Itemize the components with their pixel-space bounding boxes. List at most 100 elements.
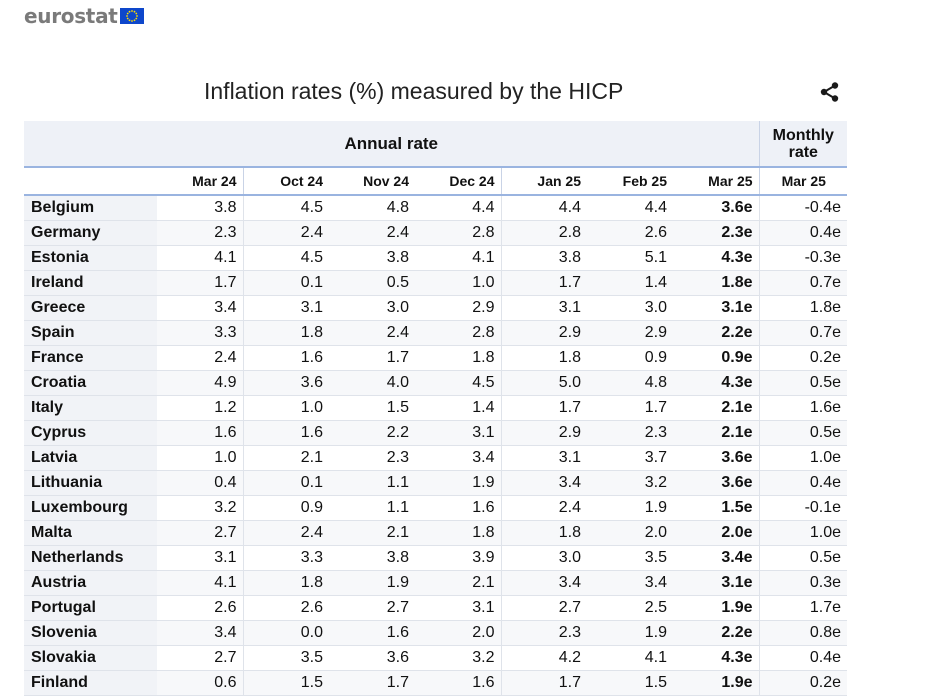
table-row: Austria 4.1 1.8 1.9 2.1 3.4 3.4 3.1e 0.3e [24, 570, 848, 596]
annual-rate-cell: 1.9 [587, 495, 673, 521]
annual-rate-cell: 2.4 [500, 495, 587, 521]
country-cell: Slovenia [24, 620, 157, 646]
annual-rate-cell: 2.6 [587, 220, 673, 246]
annual-rate-cell: 1.6 [242, 420, 329, 446]
annual-rate-cell: 1.7 [500, 270, 587, 296]
annual-rate-latest-cell: 3.4e [673, 545, 760, 571]
annual-rate-latest-cell: 3.6e [673, 445, 760, 471]
monthly-rate-cell: 1.0e [758, 445, 848, 471]
annual-rate-cell: 3.4 [500, 470, 587, 496]
annual-rate-cell: 3.0 [500, 545, 587, 571]
annual-rate-cell: 2.4 [242, 220, 329, 246]
annual-rate-cell: 3.2 [157, 495, 243, 521]
annual-rate-cell: 1.2 [157, 395, 243, 421]
annual-rate-cell: 2.6 [242, 595, 329, 621]
table-row: Malta 2.7 2.4 2.1 1.8 1.8 2.0 2.0e 1.0e [24, 520, 848, 546]
column-header: Jan 25 [500, 167, 587, 196]
annual-rate-cell: 4.1 [587, 645, 673, 671]
annual-rate-cell: 1.7 [157, 270, 243, 296]
annual-rate-cell: 2.7 [157, 520, 243, 546]
country-cell: Portugal [24, 595, 157, 621]
table-row: Portugal 2.6 2.6 2.7 3.1 2.7 2.5 1.9e 1.7e [24, 595, 848, 621]
annual-rate-cell: 1.0 [157, 445, 243, 471]
hicp-table-container: Annual rate Monthly rate Mar 24 Oct 24 Nov… [24, 121, 848, 696]
annual-rate-latest-cell: 3.1e [673, 570, 760, 596]
monthly-rate-cell: 0.7e [758, 320, 848, 346]
annual-rate-cell: 1.6 [415, 495, 501, 521]
monthly-rate-cell: 0.4e [758, 470, 848, 496]
annual-rate-cell: 2.7 [500, 595, 587, 621]
country-cell: Latvia [24, 445, 157, 471]
annual-rate-cell: 3.1 [157, 545, 243, 571]
table-row: Spain 3.3 1.8 2.4 2.8 2.9 2.9 2.2e 0.7e [24, 320, 848, 346]
annual-rate-latest-cell: 2.0e [673, 520, 760, 546]
annual-rate-cell: 3.5 [587, 545, 673, 571]
annual-rate-cell: 3.6 [329, 645, 415, 671]
annual-rate-cell: 1.6 [415, 670, 501, 696]
share-icon[interactable] [819, 81, 841, 103]
annual-rate-cell: 0.9 [242, 495, 329, 521]
table-row: Lithuania 0.4 0.1 1.1 1.9 3.4 3.2 3.6e 0.4e [24, 470, 848, 496]
annual-rate-cell: 3.6 [242, 370, 329, 396]
annual-rate-cell: 2.9 [415, 295, 501, 321]
annual-rate-cell: 1.0 [242, 395, 329, 421]
annual-rate-header: Annual rate [24, 121, 760, 168]
annual-rate-cell: 2.9 [500, 320, 587, 346]
annual-rate-cell: 3.4 [157, 620, 243, 646]
annual-rate-latest-cell: 3.1e [673, 295, 760, 321]
annual-rate-cell: 3.1 [500, 445, 587, 471]
annual-rate-cell: 4.5 [242, 245, 329, 271]
annual-rate-cell: 0.1 [242, 470, 329, 496]
annual-rate-latest-cell: 0.9e [673, 345, 760, 371]
table-row: Slovakia 2.7 3.5 3.6 3.2 4.2 4.1 4.3e 0.4e [24, 645, 848, 671]
column-header: Dec 24 [415, 167, 501, 196]
annual-rate-cell: 2.0 [587, 520, 673, 546]
annual-rate-cell: 1.9 [415, 470, 501, 496]
annual-rate-cell: 0.4 [157, 470, 243, 496]
annual-rate-cell: 2.8 [500, 220, 587, 246]
annual-rate-cell: 2.5 [587, 595, 673, 621]
annual-rate-latest-cell: 1.9e [673, 595, 760, 621]
annual-rate-cell: 4.4 [500, 195, 587, 221]
table-row: Luxembourg 3.2 0.9 1.1 1.6 2.4 1.9 1.5e -0.1e [24, 495, 848, 521]
annual-rate-cell: 1.8 [415, 520, 501, 546]
column-header: Feb 25 [587, 167, 673, 196]
monthly-rate-cell: 0.5e [758, 420, 848, 446]
annual-rate-cell: 0.9 [587, 345, 673, 371]
annual-rate-cell: 2.1 [415, 570, 501, 596]
monthly-rate-cell: -0.4e [758, 195, 848, 221]
country-cell: Estonia [24, 245, 157, 271]
annual-rate-cell: 4.1 [415, 245, 501, 271]
table-row: Latvia 1.0 2.1 2.3 3.4 3.1 3.7 3.6e 1.0e [24, 445, 848, 471]
annual-rate-cell: 3.8 [329, 245, 415, 271]
annual-rate-cell: 2.4 [157, 345, 243, 371]
table-row: Greece 3.4 3.1 3.0 2.9 3.1 3.0 3.1e 1.8e [24, 295, 848, 321]
monthly-rate-cell: 0.5e [758, 370, 848, 396]
annual-rate-cell: 2.7 [157, 645, 243, 671]
monthly-rate-cell: -0.3e [758, 245, 848, 271]
annual-rate-cell: 3.3 [242, 545, 329, 571]
country-cell: Finland [24, 670, 157, 696]
annual-rate-cell: 1.5 [587, 670, 673, 696]
annual-rate-cell: 1.5 [242, 670, 329, 696]
country-cell: Lithuania [24, 470, 157, 496]
annual-rate-cell: 0.6 [157, 670, 243, 696]
annual-rate-cell: 1.0 [415, 270, 501, 296]
annual-rate-cell: 3.4 [157, 295, 243, 321]
country-cell: Croatia [24, 370, 157, 396]
country-cell: Ireland [24, 270, 157, 296]
annual-rate-cell: 3.5 [242, 645, 329, 671]
table-row: Italy 1.2 1.0 1.5 1.4 1.7 1.7 2.1e 1.6e [24, 395, 848, 421]
annual-rate-cell: 4.0 [329, 370, 415, 396]
table-row: France 2.4 1.6 1.7 1.8 1.8 0.9 0.9e 0.2e [24, 345, 848, 371]
annual-rate-cell: 4.8 [587, 370, 673, 396]
eurostat-logo[interactable]: eurostat [24, 4, 144, 28]
annual-rate-cell: 2.0 [415, 620, 501, 646]
annual-rate-cell: 4.5 [415, 370, 501, 396]
annual-rate-cell: 1.6 [157, 420, 243, 446]
annual-rate-cell: 1.9 [587, 620, 673, 646]
table-row: Croatia 4.9 3.6 4.0 4.5 5.0 4.8 4.3e 0.5e [24, 370, 848, 396]
annual-rate-cell: 3.8 [500, 245, 587, 271]
annual-rate-cell: 4.5 [242, 195, 329, 221]
annual-rate-cell: 1.7 [500, 395, 587, 421]
